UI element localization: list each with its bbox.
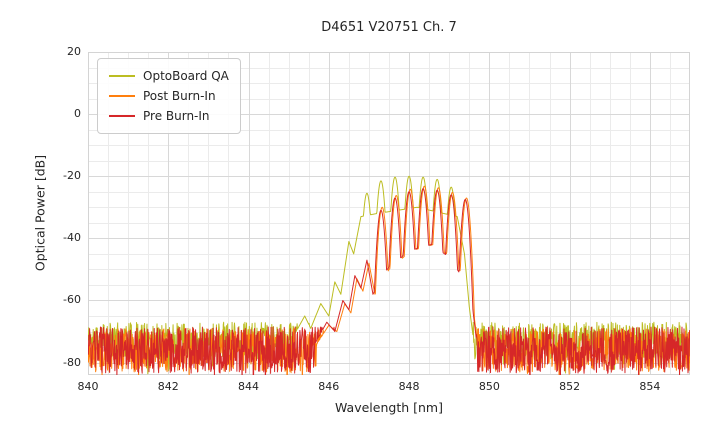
legend-item: Pre Burn-In [109, 106, 229, 126]
x-tick-label: 854 [639, 380, 661, 393]
x-tick-label: 840 [77, 380, 99, 393]
x-tick-label: 852 [559, 380, 581, 393]
y-tick-label: 20 [67, 45, 81, 58]
y-tick-label: 0 [74, 107, 81, 121]
x-tick-label: 842 [157, 380, 179, 393]
legend-item: OptoBoard QA [109, 66, 229, 86]
x-tick-label: 848 [398, 380, 420, 393]
legend-label: OptoBoard QA [143, 69, 229, 83]
x-tick-label: 850 [478, 380, 500, 393]
x-tick-label: 844 [238, 380, 260, 393]
y-tick-label: -20 [63, 169, 81, 183]
legend-line-swatch [109, 95, 135, 97]
legend-label: Post Burn-In [143, 89, 216, 103]
x-tick-label: 846 [318, 380, 340, 393]
x-axis-label: Wavelength [nm] [335, 400, 443, 415]
y-tick-label: -80 [63, 355, 81, 369]
legend-line-swatch [109, 115, 135, 117]
chart-title: D4651 V20751 Ch. 7 [321, 20, 457, 35]
legend-line-swatch [109, 75, 135, 77]
y-tick-label: -40 [63, 231, 81, 245]
legend: OptoBoard QA Post Burn-In Pre Burn-In [97, 58, 241, 134]
legend-item: Post Burn-In [109, 86, 229, 106]
y-tick-label: -60 [63, 293, 81, 307]
y-axis-label: Optical Power [dB] [32, 154, 48, 272]
legend-label: Pre Burn-In [143, 109, 210, 123]
